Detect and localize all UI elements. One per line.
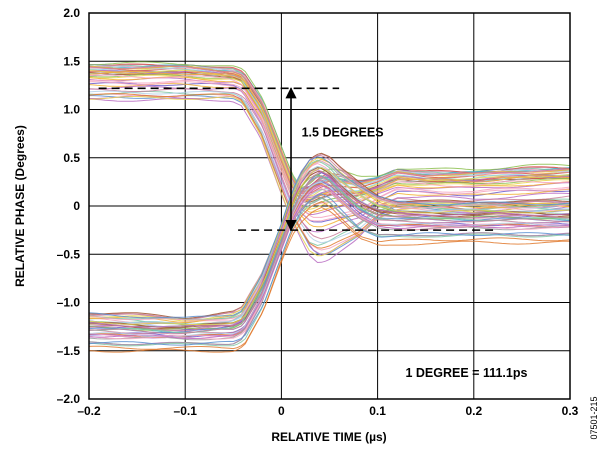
y-tick-label: 0 bbox=[73, 199, 80, 213]
x-tick-label: 0.1 bbox=[369, 404, 386, 418]
x-tick-label: 0.2 bbox=[465, 404, 482, 418]
y-tick-label: 1.0 bbox=[63, 103, 80, 117]
y-tick-label: –1.5 bbox=[57, 344, 81, 358]
y-tick-label: –0.5 bbox=[57, 247, 81, 261]
trace-line bbox=[89, 61, 570, 189]
trace-line bbox=[89, 169, 570, 328]
annotations: 1.5 DEGREES 1 DEGREE = 111.1ps bbox=[302, 126, 528, 380]
y-tick-label: 2.0 bbox=[63, 6, 80, 20]
y-tick-label: –1.0 bbox=[57, 296, 81, 310]
trace-line bbox=[89, 156, 570, 319]
trace-line bbox=[89, 184, 570, 340]
trace-line bbox=[89, 193, 570, 346]
x-axis-title: RELATIVE TIME (µs) bbox=[271, 430, 386, 444]
y-tick-label: 1.5 bbox=[63, 54, 80, 68]
annotation-text: 1 DEGREE = 111.1ps bbox=[405, 366, 527, 380]
trace-line bbox=[89, 82, 570, 228]
trace-line bbox=[89, 197, 570, 347]
trace-line bbox=[89, 176, 570, 335]
trace-line bbox=[89, 81, 570, 222]
plot-frame bbox=[88, 12, 571, 400]
trace-line bbox=[89, 167, 570, 326]
trace-line bbox=[89, 159, 570, 320]
figure-id: 07501-215 bbox=[589, 396, 599, 439]
reference-lines bbox=[98, 87, 494, 232]
y-axis-title: RELATIVE PHASE (Degrees) bbox=[13, 125, 27, 287]
trace-line bbox=[89, 170, 570, 332]
y-tick-labels: –2.0 –1.5 –1.0 –0.5 0 0.5 1.0 1.5 2.0 bbox=[57, 6, 81, 406]
y-tick-label: 0.5 bbox=[63, 151, 80, 165]
trace-line bbox=[89, 77, 570, 216]
y-tick-label: –2.0 bbox=[57, 392, 81, 406]
trace-line bbox=[89, 201, 570, 350]
trace-line bbox=[89, 88, 570, 240]
x-tick-label: 0 bbox=[278, 404, 285, 418]
annotation-text: 1.5 DEGREES bbox=[302, 126, 384, 140]
x-tick-label: –0.2 bbox=[77, 404, 101, 418]
x-tick-label: 0.3 bbox=[562, 404, 579, 418]
trace-line bbox=[89, 206, 570, 353]
trace-line bbox=[89, 79, 570, 218]
trace-band bbox=[89, 61, 570, 353]
x-tick-labels: –0.2 –0.1 0 0.1 0.2 0.3 bbox=[77, 404, 578, 418]
trace-line bbox=[89, 167, 570, 328]
trace-line bbox=[89, 160, 570, 321]
trace-line bbox=[89, 152, 570, 320]
x-tick-label: –0.1 bbox=[174, 404, 198, 418]
